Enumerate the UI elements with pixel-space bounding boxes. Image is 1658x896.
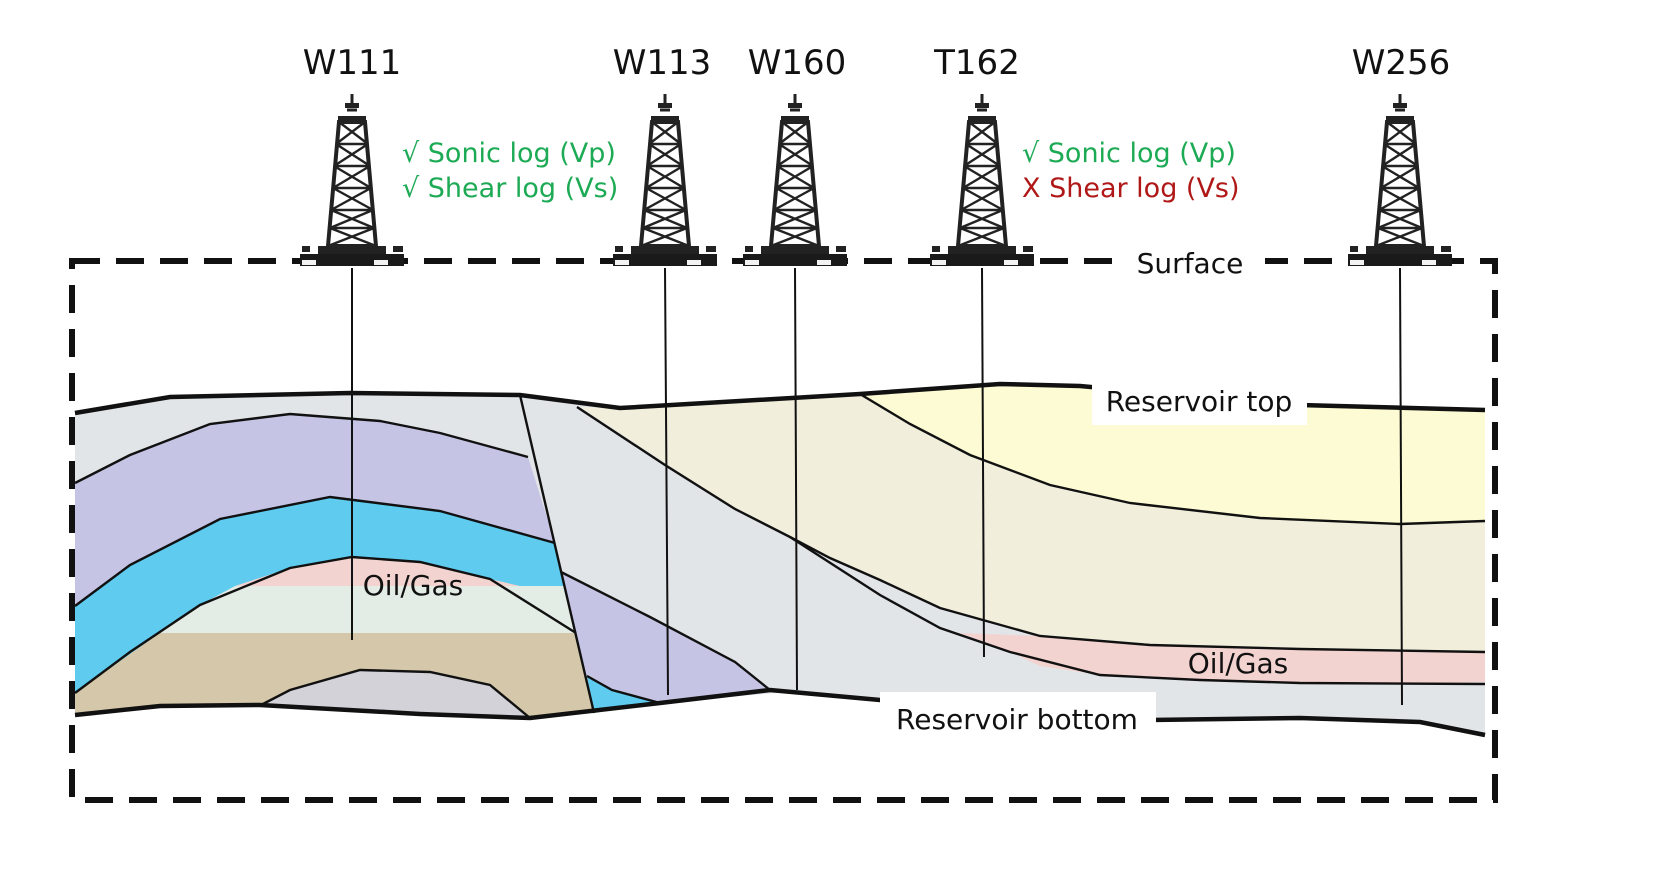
- oil-gas-zone-right: [960, 633, 1485, 684]
- well-paths: [351, 267, 1403, 706]
- well-name-t162: T162: [933, 43, 1020, 83]
- surface-label-bg: [1115, 242, 1265, 284]
- well-name-w113: W113: [613, 43, 712, 83]
- layer-lavender-fault-block: [561, 572, 770, 713]
- surface-label: Surface: [1137, 247, 1244, 280]
- w111-shear-log: √ Shear log (Vs): [402, 173, 618, 204]
- layer-lavender-left: [75, 414, 555, 606]
- oil-gas-label-left: Oil/Gas: [363, 569, 463, 602]
- t162-sonic-log: √ Sonic log (Vp): [1022, 138, 1236, 169]
- drilling-rig-icon: [298, 92, 406, 268]
- w111-sonic-log: √ Sonic log (Vp): [402, 138, 616, 169]
- drilling-rig-icon: [611, 92, 719, 268]
- t162-shear-log: X Shear log (Vs): [1022, 173, 1240, 204]
- horizon-lines: [74, 392, 1486, 719]
- well-name-w256: W256: [1352, 43, 1451, 83]
- oil-gas-label-right: Oil/Gas: [1188, 647, 1288, 680]
- reservoir-bottom-label-bg: [880, 692, 1156, 746]
- oil-gas-zone-left: [235, 557, 520, 586]
- reservoir-top-label: Reservoir top: [1106, 385, 1293, 418]
- reservoir-bottom-label: Reservoir bottom: [896, 703, 1138, 736]
- well-name-w111: W111: [303, 43, 402, 83]
- layer-pale-green: [160, 586, 576, 633]
- reservoir-bottom-horizon: [74, 687, 1486, 738]
- layer-deep-grey: [260, 670, 530, 718]
- drilling-rig-icon: [928, 92, 1036, 268]
- drilling-rig-icon: [1346, 92, 1454, 268]
- well-name-w160: W160: [748, 43, 847, 83]
- layer-yellow: [860, 384, 1485, 524]
- reservoir-top-label-bg: [1092, 375, 1307, 425]
- drilling-rig-icon: [741, 92, 849, 268]
